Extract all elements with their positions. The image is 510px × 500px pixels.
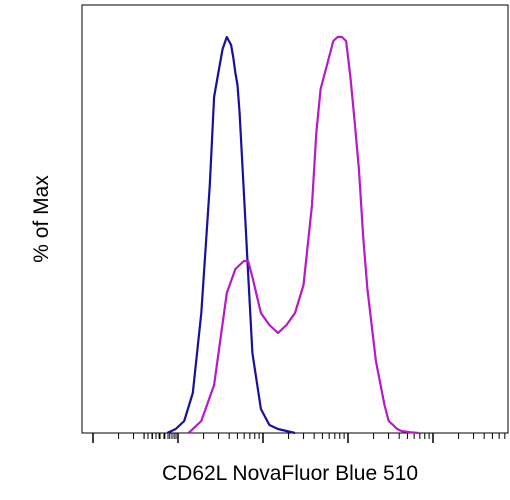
x-axis-ticks [92,433,506,443]
histogram-line-2 [187,35,419,435]
x-axis-label: CD62L NovaFluor Blue 510 [162,462,418,485]
y-axis-label: % of Max [30,175,53,263]
series-layer [166,35,419,435]
plot-frame [81,4,509,434]
histogram-line-1 [166,35,296,435]
